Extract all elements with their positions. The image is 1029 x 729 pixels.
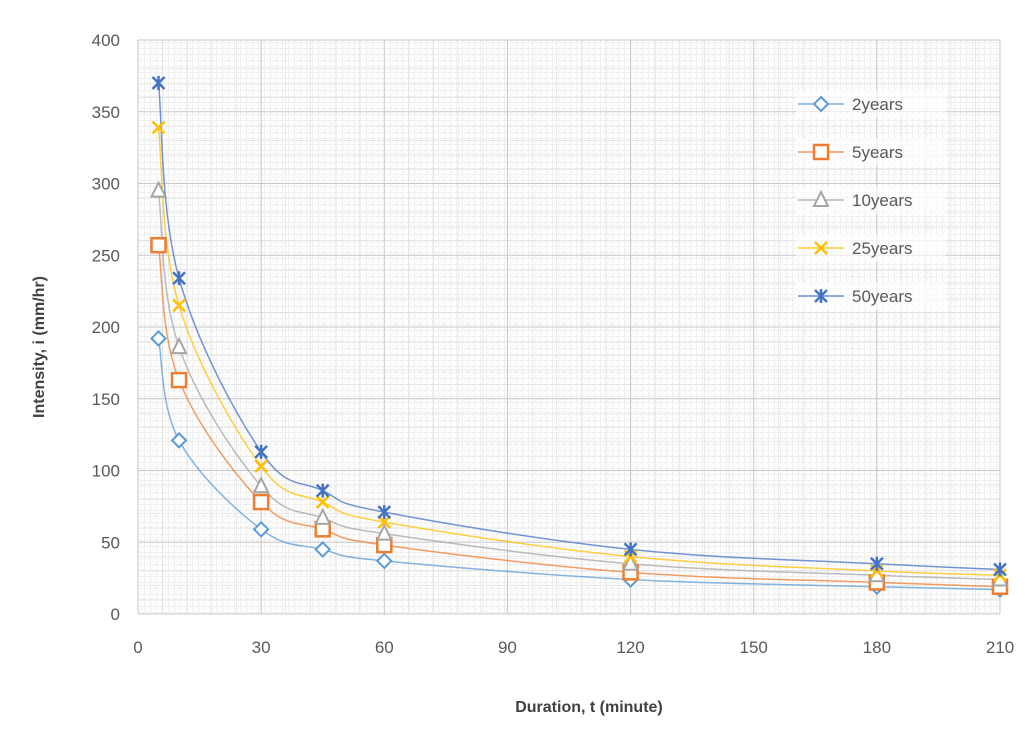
legend-marker-5years	[812, 143, 830, 161]
x-tick-label: 30	[252, 638, 271, 657]
y-axis-ticks: 0 50 100 150 200 250 300 350 400	[92, 31, 120, 624]
point-25years	[315, 495, 330, 509]
point-5years	[150, 236, 167, 254]
legend-item-10years: 10years	[796, 186, 946, 214]
y-tick-label: 350	[92, 103, 120, 122]
y-tick-label: 50	[101, 533, 120, 552]
legend-item-5years: 5years	[796, 138, 946, 166]
x-tick-label: 60	[375, 638, 394, 657]
legend-item-2years: 2years	[796, 90, 946, 118]
legend-label: 2years	[852, 95, 903, 114]
point-50years	[623, 542, 638, 557]
legend-label: 10years	[852, 191, 912, 210]
legend-marker-10years	[812, 189, 830, 207]
point-5years	[252, 493, 270, 511]
legend-item-50years: 50years	[796, 282, 946, 310]
y-tick-label: 0	[111, 605, 120, 624]
x-axis-title: Duration, t (minute)	[515, 699, 663, 716]
point-10years	[170, 336, 188, 355]
y-tick-label: 200	[92, 318, 120, 337]
point-25years	[172, 298, 186, 313]
point-50years	[993, 562, 1007, 577]
point-5years	[170, 371, 188, 389]
series-curve-25years	[157, 127, 1001, 577]
point-2years	[170, 431, 188, 449]
x-tick-label: 90	[498, 638, 517, 657]
legend-label: 50years	[852, 287, 912, 306]
point-25years	[254, 459, 269, 474]
y-axis-title: Intensity, i (mm/hr)	[31, 276, 48, 418]
y-tick-label: 100	[92, 462, 120, 481]
legend-label: 25years	[852, 239, 912, 258]
point-2years	[314, 541, 332, 558]
legend-label: 5years	[852, 143, 903, 162]
legend-marker-50years	[814, 289, 828, 303]
point-10years	[252, 476, 270, 494]
point-2years	[252, 520, 270, 538]
point-50years	[172, 271, 186, 286]
series-markers	[149, 76, 1009, 599]
y-tick-label: 400	[92, 31, 120, 50]
x-tick-label: 180	[863, 638, 891, 657]
point-10years	[149, 180, 168, 198]
y-tick-label: 300	[92, 175, 120, 194]
legend-item-25years: 25years	[796, 234, 946, 262]
x-axis-ticks: 0 30 60 90 120 150 180 210	[133, 638, 1014, 657]
legend: 2years 5years 10years 25years 50years	[796, 90, 946, 310]
point-25years	[151, 120, 166, 135]
point-2years	[150, 330, 167, 347]
x-tick-label: 150	[740, 638, 768, 657]
x-tick-label: 0	[133, 638, 142, 657]
series-curve-10years	[157, 190, 1001, 581]
legend-marker-2years	[812, 95, 830, 113]
point-50years	[869, 556, 884, 571]
legend-marker-25years	[814, 241, 828, 255]
x-tick-label: 120	[616, 638, 644, 657]
y-tick-label: 250	[92, 246, 120, 265]
point-50years	[315, 483, 330, 498]
point-50years	[151, 76, 166, 91]
point-50years	[377, 505, 392, 520]
point-10years	[621, 553, 640, 571]
point-25years	[377, 515, 392, 530]
point-2years	[375, 552, 393, 570]
point-10years	[375, 523, 393, 541]
y-tick-label: 150	[92, 390, 120, 409]
point-10years	[314, 507, 332, 525]
point-50years	[254, 444, 269, 459]
x-tick-label: 210	[986, 638, 1014, 657]
